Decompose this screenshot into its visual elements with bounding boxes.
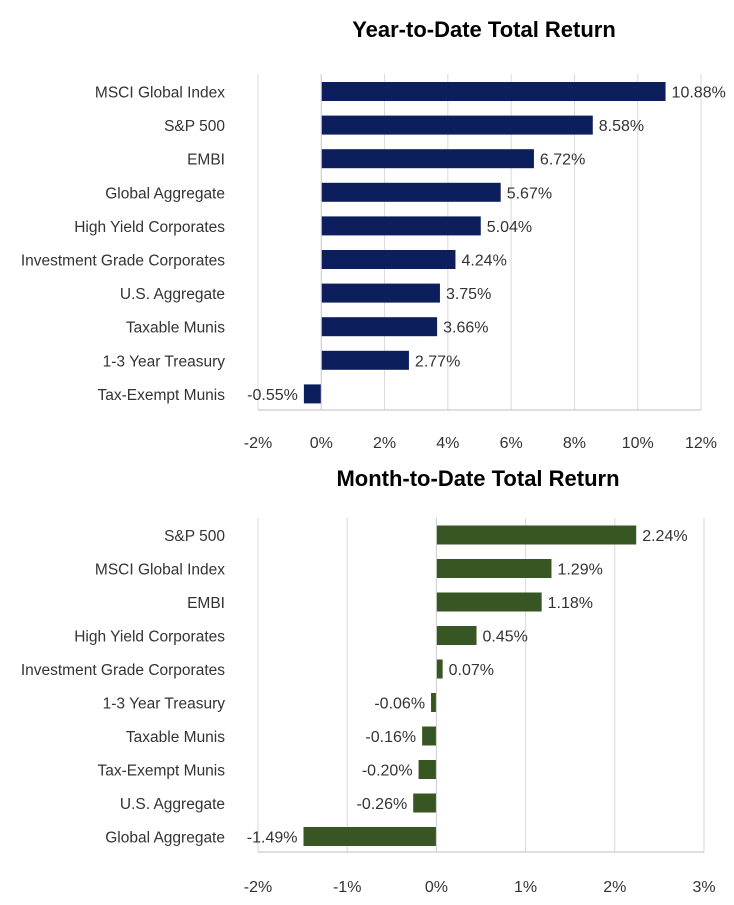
ytd-x-tick-label: 2% — [373, 435, 396, 452]
mtd-category-label: U.S. Aggregate — [120, 796, 225, 813]
mtd-data-label: -1.49% — [247, 830, 298, 847]
mtd-bar — [436, 525, 637, 545]
mtd-bar — [303, 827, 437, 846]
ytd-category-label: Taxable Munis — [126, 320, 225, 337]
ytd-data-label: 2.77% — [415, 353, 460, 370]
mtd-bar — [436, 659, 443, 679]
ytd-x-tick-label: 4% — [436, 435, 459, 452]
ytd-x-tick-label: -2% — [244, 435, 272, 452]
mtd-x-tick-label: -2% — [244, 879, 272, 896]
ytd-x-tick-label: 6% — [500, 435, 523, 452]
ytd-data-label: 5.04% — [487, 219, 532, 236]
ytd-bar — [321, 216, 481, 236]
ytd-bar — [321, 182, 501, 202]
ytd-category-label: Tax-Exempt Munis — [98, 387, 226, 404]
mtd-data-label: -0.06% — [374, 696, 425, 713]
mtd-bar — [413, 793, 437, 813]
ytd-data-label: 3.75% — [446, 286, 491, 303]
ytd-bar — [321, 317, 438, 337]
mtd-category-label: Tax-Exempt Munis — [98, 763, 226, 780]
ytd-category-label: S&P 500 — [164, 118, 225, 135]
ytd-chart-title: Year-to-Date Total Return — [352, 17, 616, 42]
mtd-category-label: EMBI — [187, 595, 225, 612]
mtd-chart-title: Month-to-Date Total Return — [336, 466, 619, 491]
ytd-data-label: 6.72% — [540, 152, 585, 169]
mtd-category-label: S&P 500 — [164, 528, 225, 545]
ytd-bar — [321, 283, 440, 303]
ytd-bar — [321, 115, 593, 135]
mtd-bar — [436, 626, 477, 645]
ytd-data-label: 4.24% — [461, 253, 506, 270]
ytd-bar — [321, 82, 666, 101]
mtd-data-label: 1.29% — [557, 562, 602, 579]
ytd-category-label: MSCI Global Index — [95, 85, 225, 102]
mtd-category-label: Investment Grade Corporates — [21, 662, 225, 679]
ytd-category-label: Investment Grade Corporates — [21, 253, 225, 270]
ytd-bar — [303, 384, 322, 404]
mtd-bar — [431, 693, 437, 712]
mtd-data-label: 1.18% — [548, 595, 593, 612]
ytd-bar — [321, 250, 456, 269]
ytd-category-label: U.S. Aggregate — [120, 286, 225, 303]
mtd-category-label: MSCI Global Index — [95, 562, 225, 579]
mtd-category-label: Global Aggregate — [105, 830, 225, 847]
ytd-category-label: EMBI — [187, 152, 225, 169]
mtd-category-label: 1-3 Year Treasury — [103, 696, 226, 713]
ytd-chart: Year-to-Date Total Return -2% 0% 2% 4% 6% 8% 1… — [21, 17, 726, 452]
mtd-bar — [436, 592, 542, 612]
mtd-x-tick-label: 0% — [425, 879, 448, 896]
mtd-data-label: 0.45% — [483, 629, 528, 646]
ytd-data-label: 5.67% — [507, 185, 552, 202]
ytd-category-label: High Yield Corporates — [74, 219, 225, 236]
mtd-chart: Month-to-Date Total Return -2% -1% 0% 1% 2% 3… — [21, 466, 716, 896]
mtd-x-tick-label: 2% — [603, 879, 626, 896]
mtd-bar — [436, 559, 552, 578]
mtd-bar — [422, 726, 437, 746]
mtd-category-label: Taxable Munis — [126, 729, 225, 746]
ytd-category-label: Global Aggregate — [105, 185, 225, 202]
ytd-x-tick-label: 12% — [685, 435, 717, 452]
mtd-data-label: 0.07% — [449, 662, 494, 679]
mtd-data-label: 2.24% — [642, 528, 687, 545]
ytd-bar — [321, 350, 409, 370]
ytd-x-tick-label: 8% — [563, 435, 586, 452]
mtd-data-label: -0.20% — [362, 763, 413, 780]
ytd-data-label: -0.55% — [247, 387, 298, 404]
mtd-data-label: -0.26% — [357, 796, 408, 813]
ytd-x-tick-label: 10% — [622, 435, 654, 452]
ytd-category-label: 1-3 Year Treasury — [103, 353, 226, 370]
ytd-data-label: 8.58% — [599, 118, 644, 135]
ytd-x-tick-label: 0% — [310, 435, 333, 452]
mtd-x-tick-label: 3% — [692, 879, 715, 896]
mtd-x-tick-label: 1% — [514, 879, 537, 896]
ytd-bar — [321, 149, 534, 169]
ytd-data-label: 3.66% — [443, 320, 488, 337]
mtd-bar — [418, 760, 437, 779]
mtd-category-label: High Yield Corporates — [74, 629, 225, 646]
ytd-data-label: 10.88% — [672, 85, 726, 102]
mtd-data-label: -0.16% — [365, 729, 416, 746]
mtd-x-tick-label: -1% — [333, 879, 361, 896]
